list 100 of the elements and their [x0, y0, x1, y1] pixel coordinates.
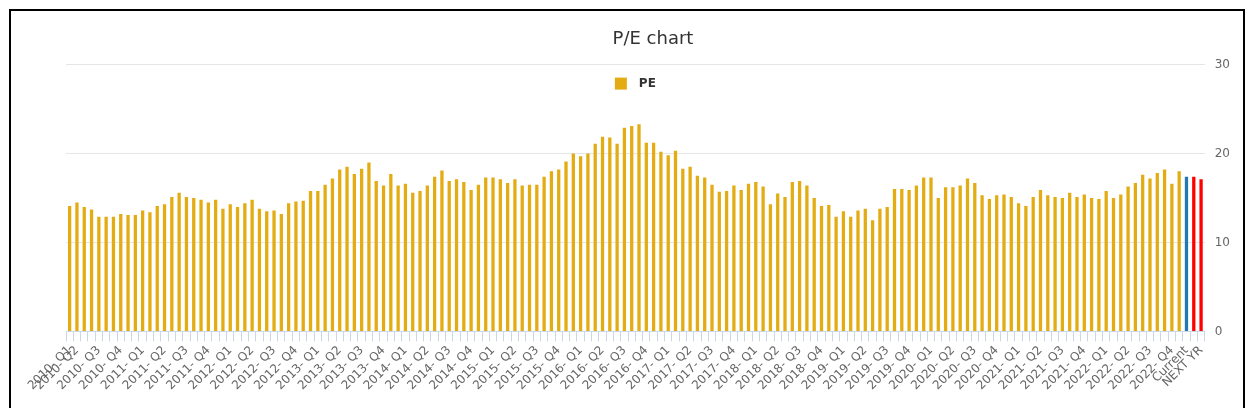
bar [564, 161, 568, 331]
bar [1053, 197, 1057, 331]
bar [812, 197, 816, 331]
bar [214, 199, 218, 331]
bar [856, 210, 860, 331]
bar [513, 179, 517, 331]
y-tick-label: 20 [1214, 145, 1231, 160]
bar [381, 185, 386, 331]
bar [89, 209, 94, 331]
bar [199, 199, 203, 331]
bar [768, 204, 773, 331]
bar [155, 206, 159, 331]
y-tick-label: 30 [1214, 56, 1231, 71]
bar [622, 127, 627, 331]
bar [432, 176, 437, 331]
bar [666, 155, 670, 331]
bar [1024, 206, 1028, 331]
bar [1089, 197, 1094, 331]
bar [571, 153, 575, 331]
bar [418, 190, 422, 331]
bar [863, 208, 867, 331]
bar [1192, 176, 1196, 331]
bar [1126, 186, 1130, 331]
bar [973, 182, 977, 331]
bar [228, 204, 232, 331]
bar [717, 191, 721, 331]
bar [184, 197, 189, 331]
bar [929, 177, 933, 331]
bar [1162, 169, 1167, 331]
bar [600, 136, 605, 331]
bar [980, 195, 984, 331]
bar [104, 216, 108, 331]
bar [1104, 190, 1108, 331]
bar [995, 195, 999, 331]
bar [797, 181, 802, 331]
bar [761, 186, 765, 331]
bar [301, 200, 305, 331]
bar [615, 143, 619, 331]
bar [440, 170, 444, 331]
bar [192, 197, 196, 331]
bar [177, 192, 181, 331]
bar [491, 177, 495, 331]
bar [345, 166, 349, 331]
bar [549, 171, 554, 331]
bar [1016, 203, 1021, 331]
bar [484, 177, 488, 331]
bar [659, 151, 663, 331]
bar [644, 142, 648, 331]
bar [827, 205, 831, 331]
bar [1068, 192, 1072, 331]
bar [557, 169, 561, 331]
bar [630, 125, 634, 331]
bar [1148, 178, 1152, 331]
bar [425, 185, 429, 331]
bar [1038, 189, 1043, 331]
bar [535, 184, 539, 331]
bar [396, 185, 400, 331]
bar [498, 179, 502, 331]
bar [673, 150, 678, 331]
bar [1119, 194, 1123, 331]
chart-title: P/E chart [612, 27, 694, 49]
bar [783, 197, 787, 331]
bar [359, 168, 364, 331]
bar [922, 177, 926, 331]
bar [936, 197, 940, 331]
bar [294, 201, 298, 331]
bar [688, 166, 692, 331]
bar [841, 211, 846, 331]
bar [403, 183, 408, 331]
bar [951, 187, 955, 331]
bar [1177, 171, 1181, 331]
bar [849, 216, 853, 331]
bar [1031, 197, 1035, 331]
bar [1199, 179, 1203, 331]
bar [520, 185, 524, 331]
bar [286, 203, 291, 331]
bar [454, 179, 459, 331]
bar [1170, 183, 1174, 331]
bar [82, 206, 86, 331]
bar [235, 206, 240, 331]
bar [462, 181, 466, 331]
bar [754, 181, 758, 331]
bar [834, 216, 838, 331]
bar [68, 206, 72, 331]
bar [1184, 176, 1189, 331]
bar [469, 189, 473, 331]
bar [870, 220, 875, 331]
bar [308, 190, 313, 331]
bar [389, 173, 393, 331]
bar [819, 206, 824, 331]
bar [965, 178, 970, 331]
bar [1009, 197, 1013, 331]
bar [710, 184, 714, 331]
bar [352, 173, 356, 331]
bar [250, 199, 254, 331]
bar [608, 137, 612, 331]
bar [75, 202, 79, 331]
bar [776, 193, 780, 331]
bar [148, 212, 152, 331]
bar [119, 214, 123, 331]
